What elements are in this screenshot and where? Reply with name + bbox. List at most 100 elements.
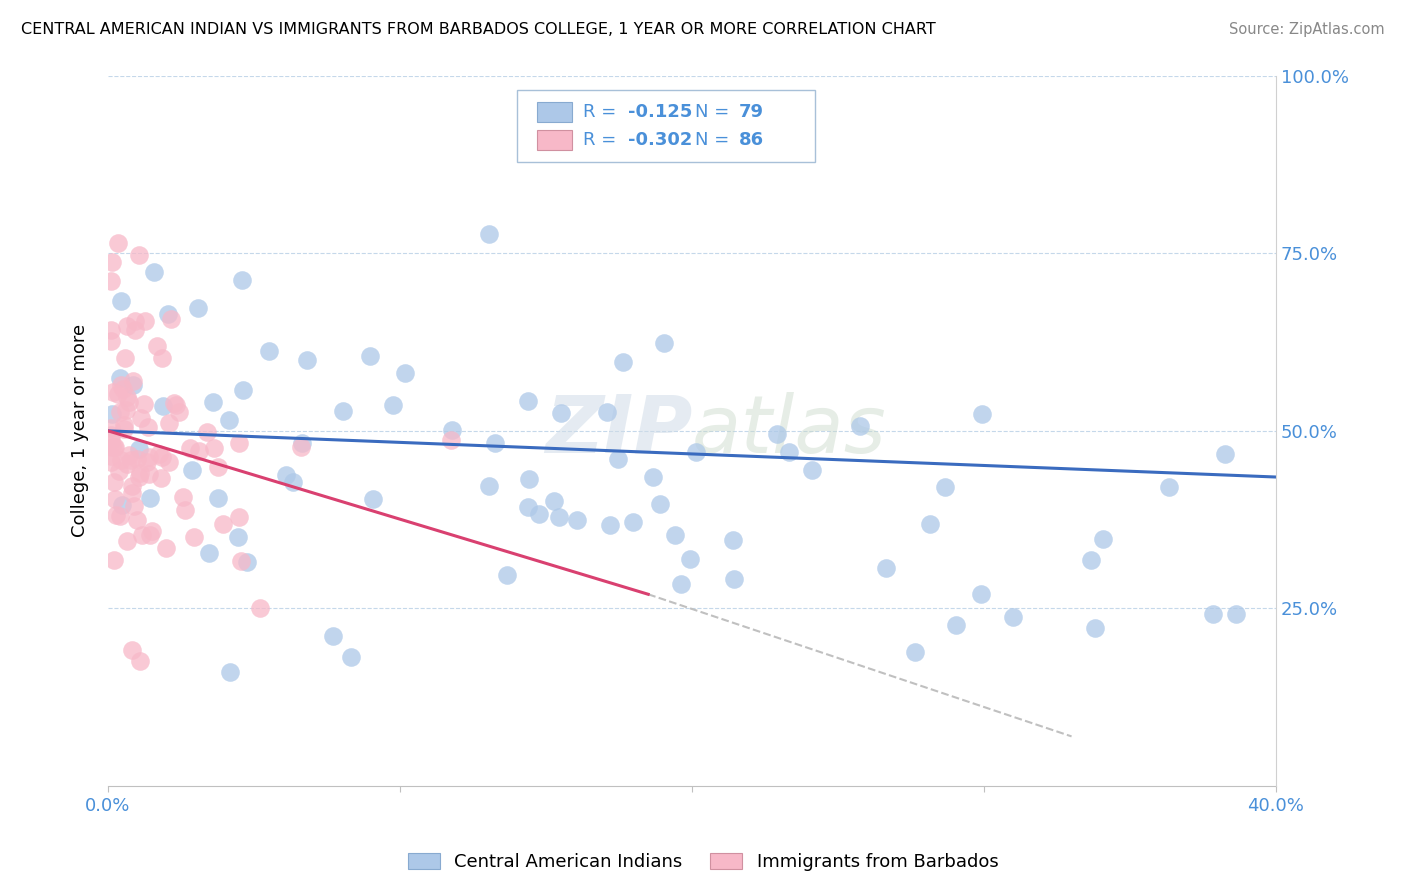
Point <box>440 423 463 437</box>
Point <box>654 335 676 350</box>
Point <box>848 418 870 433</box>
Text: ZIP: ZIP <box>544 392 692 470</box>
Point <box>679 551 702 566</box>
Point <box>100 427 122 442</box>
Point <box>495 568 517 582</box>
Point <box>543 494 565 508</box>
Point <box>110 452 132 467</box>
Point <box>257 343 280 358</box>
Point <box>212 517 235 532</box>
Point <box>115 391 138 405</box>
Point <box>195 425 218 439</box>
Point <box>124 313 146 327</box>
Point <box>104 491 127 506</box>
Point <box>202 394 225 409</box>
Point <box>112 422 135 436</box>
Point <box>231 273 253 287</box>
Point <box>105 508 128 522</box>
Point <box>218 413 240 427</box>
Point <box>103 441 125 455</box>
Point <box>145 338 167 352</box>
Point <box>139 491 162 505</box>
Point <box>517 472 540 486</box>
Point <box>232 383 254 397</box>
Point <box>172 490 194 504</box>
Point <box>100 455 122 469</box>
Text: -0.302: -0.302 <box>627 131 692 149</box>
Point <box>118 448 141 462</box>
Point <box>527 508 550 522</box>
Point <box>110 378 132 392</box>
Point <box>290 440 312 454</box>
Point <box>122 378 145 392</box>
Point <box>108 509 131 524</box>
Point <box>134 397 156 411</box>
Point <box>128 442 150 456</box>
Point <box>550 406 572 420</box>
Point <box>110 294 132 309</box>
Point <box>1084 621 1107 635</box>
Point <box>723 572 745 586</box>
Point <box>295 353 318 368</box>
Point <box>169 404 191 418</box>
Point <box>359 349 381 363</box>
Point <box>150 351 173 365</box>
Point <box>128 248 150 262</box>
Point <box>183 530 205 544</box>
Point <box>565 513 588 527</box>
Point <box>111 498 134 512</box>
Point <box>108 371 131 385</box>
Point <box>156 307 179 321</box>
Text: N =: N = <box>696 131 735 149</box>
Point <box>100 421 122 435</box>
Point <box>801 463 824 477</box>
Point <box>127 452 149 467</box>
Point <box>970 407 993 421</box>
Point <box>621 515 644 529</box>
Point <box>648 497 671 511</box>
Point <box>382 398 405 412</box>
Point <box>361 491 384 506</box>
Text: R =: R = <box>583 103 623 120</box>
Point <box>163 396 186 410</box>
Point <box>440 433 463 447</box>
Point <box>340 650 363 665</box>
Point <box>599 517 621 532</box>
Point <box>934 480 956 494</box>
Point <box>1080 553 1102 567</box>
Point <box>641 470 664 484</box>
Point <box>101 407 124 421</box>
Point <box>122 500 145 514</box>
Point <box>612 355 634 369</box>
Point <box>152 399 174 413</box>
Point <box>322 629 344 643</box>
Point <box>128 466 150 480</box>
FancyBboxPatch shape <box>537 102 572 121</box>
Point <box>100 323 122 337</box>
Point <box>187 301 209 316</box>
Point <box>181 463 204 477</box>
Point <box>148 447 170 461</box>
Point <box>202 442 225 456</box>
Point <box>115 318 138 333</box>
Point <box>120 452 142 467</box>
Point <box>100 273 122 287</box>
Point <box>100 334 122 349</box>
Point <box>1001 610 1024 624</box>
Point <box>118 395 141 409</box>
Point <box>103 384 125 399</box>
Point <box>107 387 129 401</box>
Point <box>218 665 240 679</box>
Point <box>179 441 201 455</box>
Point <box>1202 607 1225 621</box>
Point <box>685 445 707 459</box>
Point <box>607 451 630 466</box>
Point <box>669 576 692 591</box>
Point <box>100 449 122 463</box>
Point <box>276 467 298 482</box>
Point <box>150 470 173 484</box>
Point <box>394 366 416 380</box>
Point <box>875 561 897 575</box>
Point <box>135 455 157 469</box>
Text: CENTRAL AMERICAN INDIAN VS IMMIGRANTS FROM BARBADOS COLLEGE, 1 YEAR OR MORE CORR: CENTRAL AMERICAN INDIAN VS IMMIGRANTS FR… <box>21 22 936 37</box>
